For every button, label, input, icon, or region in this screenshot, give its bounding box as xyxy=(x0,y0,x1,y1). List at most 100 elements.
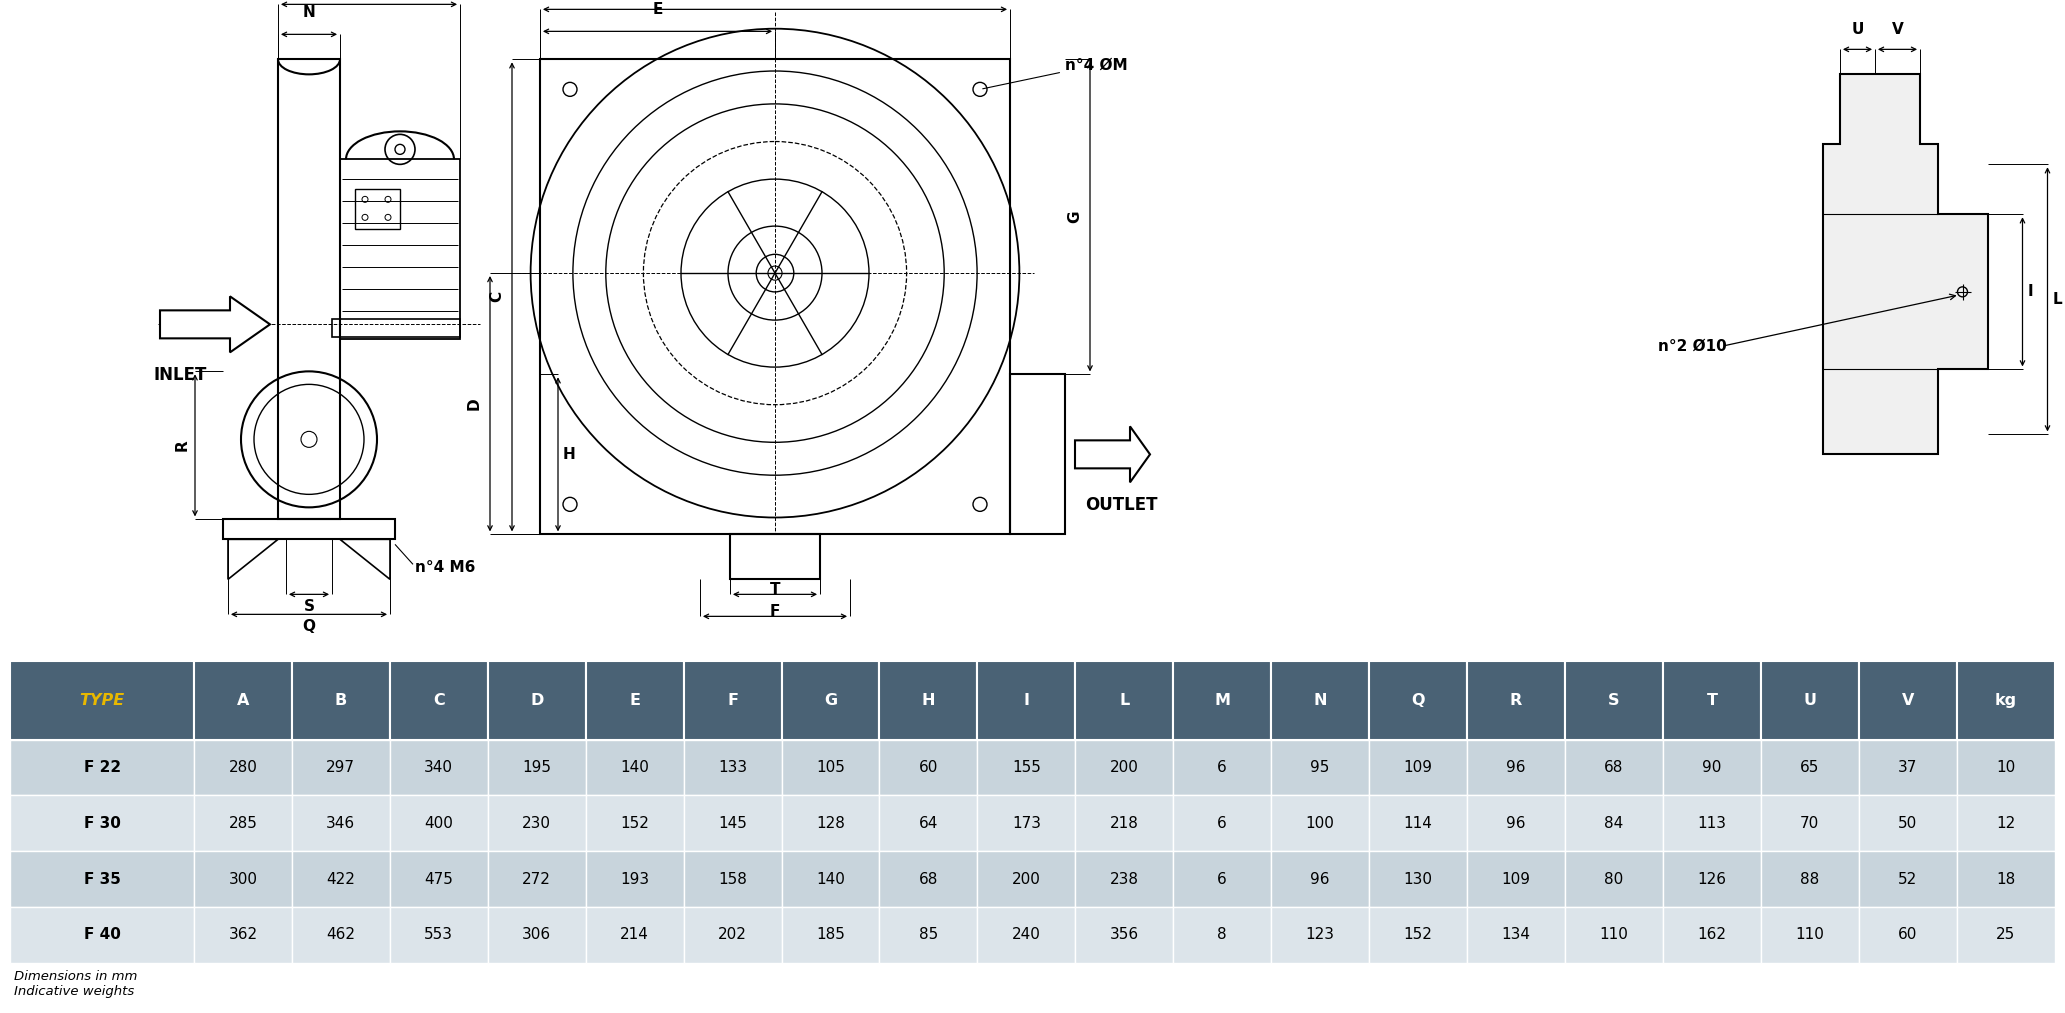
Text: 202: 202 xyxy=(719,927,748,942)
Text: INLET: INLET xyxy=(153,367,207,384)
Text: 200: 200 xyxy=(1012,871,1041,886)
Bar xyxy=(390,739,487,795)
Text: 60: 60 xyxy=(919,760,938,775)
Text: 96: 96 xyxy=(1311,871,1330,886)
Text: n°4 ØM: n°4 ØM xyxy=(983,58,1127,89)
Text: Dimensions in mm
Indicative weights: Dimensions in mm Indicative weights xyxy=(14,969,138,998)
Bar xyxy=(1272,660,1369,739)
Text: G: G xyxy=(1068,211,1082,223)
Bar xyxy=(586,739,684,795)
Text: U: U xyxy=(1803,693,1817,708)
Text: OUTLET: OUTLET xyxy=(1084,496,1158,515)
Text: F 22: F 22 xyxy=(83,760,120,775)
Text: F: F xyxy=(770,605,781,619)
Text: 6: 6 xyxy=(1218,815,1227,831)
Text: 68: 68 xyxy=(1605,760,1623,775)
Bar xyxy=(1858,795,1958,851)
Text: 193: 193 xyxy=(620,871,648,886)
Text: 12: 12 xyxy=(1997,815,2015,831)
Text: F: F xyxy=(727,693,737,708)
Bar xyxy=(880,739,977,795)
Bar xyxy=(10,851,194,907)
Text: D: D xyxy=(467,397,481,410)
Bar xyxy=(1761,795,1858,851)
Bar xyxy=(390,907,487,962)
Text: 123: 123 xyxy=(1305,927,1334,942)
Bar xyxy=(1858,739,1958,795)
Bar xyxy=(1369,660,1466,739)
Bar xyxy=(1565,851,1662,907)
Bar xyxy=(10,660,194,739)
Text: E: E xyxy=(653,2,663,17)
Text: 195: 195 xyxy=(522,760,551,775)
Text: 50: 50 xyxy=(1898,815,1918,831)
Polygon shape xyxy=(341,539,390,579)
Bar xyxy=(781,795,880,851)
Text: F 30: F 30 xyxy=(85,815,120,831)
Text: 134: 134 xyxy=(1501,927,1530,942)
Text: 400: 400 xyxy=(423,815,452,831)
Polygon shape xyxy=(159,297,271,353)
Bar xyxy=(586,851,684,907)
Text: 8: 8 xyxy=(1218,927,1227,942)
Text: 96: 96 xyxy=(1505,815,1526,831)
Bar xyxy=(586,660,684,739)
Text: 96: 96 xyxy=(1505,760,1526,775)
Text: 185: 185 xyxy=(816,927,845,942)
Bar xyxy=(1858,851,1958,907)
Text: kg: kg xyxy=(1995,693,2018,708)
Text: 88: 88 xyxy=(1801,871,1819,886)
Bar xyxy=(194,660,291,739)
Text: 109: 109 xyxy=(1501,871,1530,886)
Text: 90: 90 xyxy=(1702,760,1722,775)
Bar xyxy=(1958,660,2055,739)
Bar xyxy=(194,851,291,907)
Text: R: R xyxy=(1510,693,1522,708)
Bar xyxy=(1958,851,2055,907)
Bar xyxy=(487,660,586,739)
Text: 6: 6 xyxy=(1218,760,1227,775)
Bar xyxy=(1173,660,1272,739)
Text: E: E xyxy=(630,693,640,708)
Bar xyxy=(684,851,781,907)
Text: 173: 173 xyxy=(1012,815,1041,831)
Bar xyxy=(977,851,1076,907)
Text: 64: 64 xyxy=(919,815,938,831)
Text: 140: 140 xyxy=(816,871,845,886)
Text: 356: 356 xyxy=(1109,927,1140,942)
Bar xyxy=(731,534,820,579)
Bar xyxy=(1858,660,1958,739)
Bar xyxy=(1369,907,1466,962)
Bar xyxy=(1076,739,1173,795)
Text: 300: 300 xyxy=(229,871,258,886)
Text: 462: 462 xyxy=(326,927,355,942)
Bar xyxy=(586,907,684,962)
Bar xyxy=(332,319,460,337)
Text: 70: 70 xyxy=(1801,815,1819,831)
Bar xyxy=(1076,660,1173,739)
Text: C: C xyxy=(489,292,504,303)
Bar xyxy=(684,739,781,795)
Bar xyxy=(487,851,586,907)
Bar xyxy=(1662,739,1761,795)
Text: 346: 346 xyxy=(326,815,355,831)
Text: 68: 68 xyxy=(919,871,938,886)
Text: Q: Q xyxy=(1410,693,1425,708)
Text: 60: 60 xyxy=(1898,927,1918,942)
Bar xyxy=(1076,795,1173,851)
Text: 218: 218 xyxy=(1109,815,1138,831)
Text: 85: 85 xyxy=(919,927,938,942)
Text: F 35: F 35 xyxy=(85,871,120,886)
Text: 340: 340 xyxy=(423,760,454,775)
Bar xyxy=(1272,795,1369,851)
Bar xyxy=(1662,660,1761,739)
Bar xyxy=(1173,851,1272,907)
Text: 133: 133 xyxy=(719,760,748,775)
Text: D: D xyxy=(531,693,543,708)
Bar xyxy=(1272,851,1369,907)
Bar xyxy=(1466,739,1565,795)
Bar xyxy=(1369,851,1466,907)
Bar xyxy=(1761,660,1858,739)
Text: 240: 240 xyxy=(1012,927,1041,942)
Bar xyxy=(291,795,390,851)
